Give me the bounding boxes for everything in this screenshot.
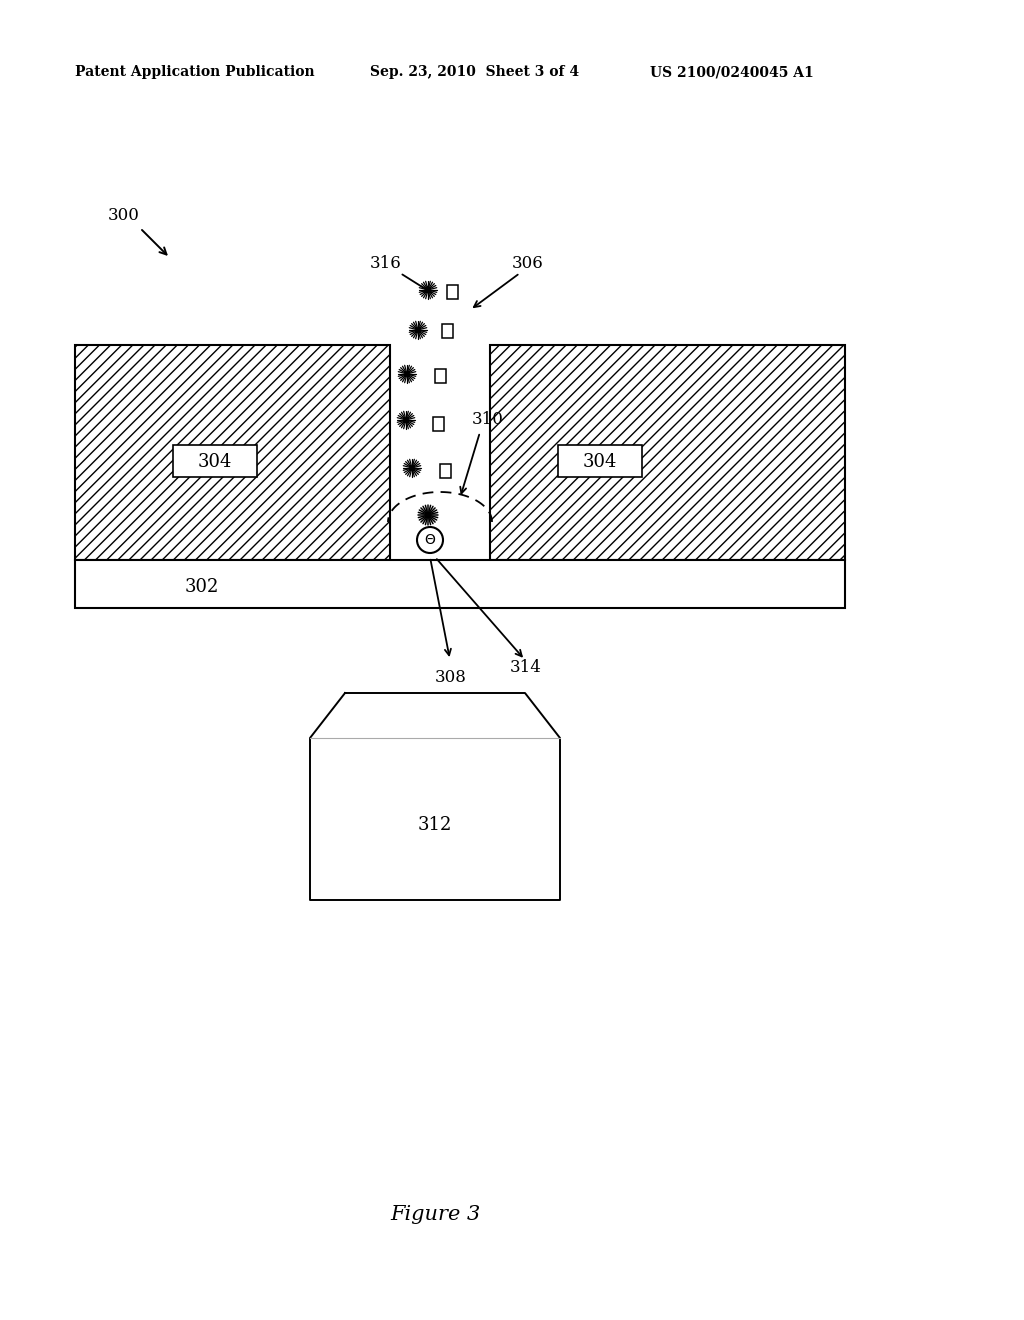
Bar (439, 465, 451, 478)
Text: 304: 304 (193, 451, 227, 469)
Bar (75, 560, 845, 609)
Text: 308: 308 (435, 669, 467, 686)
Text: 304: 304 (198, 453, 232, 471)
Text: US 2100/0240045 A1: US 2100/0240045 A1 (650, 65, 814, 79)
FancyBboxPatch shape (558, 445, 642, 477)
Text: 310: 310 (472, 412, 504, 429)
Polygon shape (310, 693, 560, 900)
Text: 304: 304 (583, 453, 617, 471)
Text: Sep. 23, 2010  Sheet 3 of 4: Sep. 23, 2010 Sheet 3 of 4 (370, 65, 580, 79)
Bar (446, 285, 458, 300)
Text: 314: 314 (510, 660, 542, 676)
Bar (490, 345, 845, 560)
Text: Figure 3: Figure 3 (390, 1205, 480, 1225)
Bar (432, 417, 443, 432)
FancyBboxPatch shape (173, 445, 257, 477)
Text: 312: 312 (418, 816, 453, 834)
Circle shape (417, 527, 443, 553)
Text: 306: 306 (512, 255, 544, 272)
Bar (441, 323, 453, 338)
Text: 300: 300 (108, 206, 140, 223)
Bar (434, 370, 445, 383)
Text: Patent Application Publication: Patent Application Publication (75, 65, 314, 79)
Text: 316: 316 (370, 255, 401, 272)
Bar (75, 345, 390, 560)
Text: 302: 302 (185, 578, 219, 597)
Text: Θ: Θ (425, 533, 435, 546)
